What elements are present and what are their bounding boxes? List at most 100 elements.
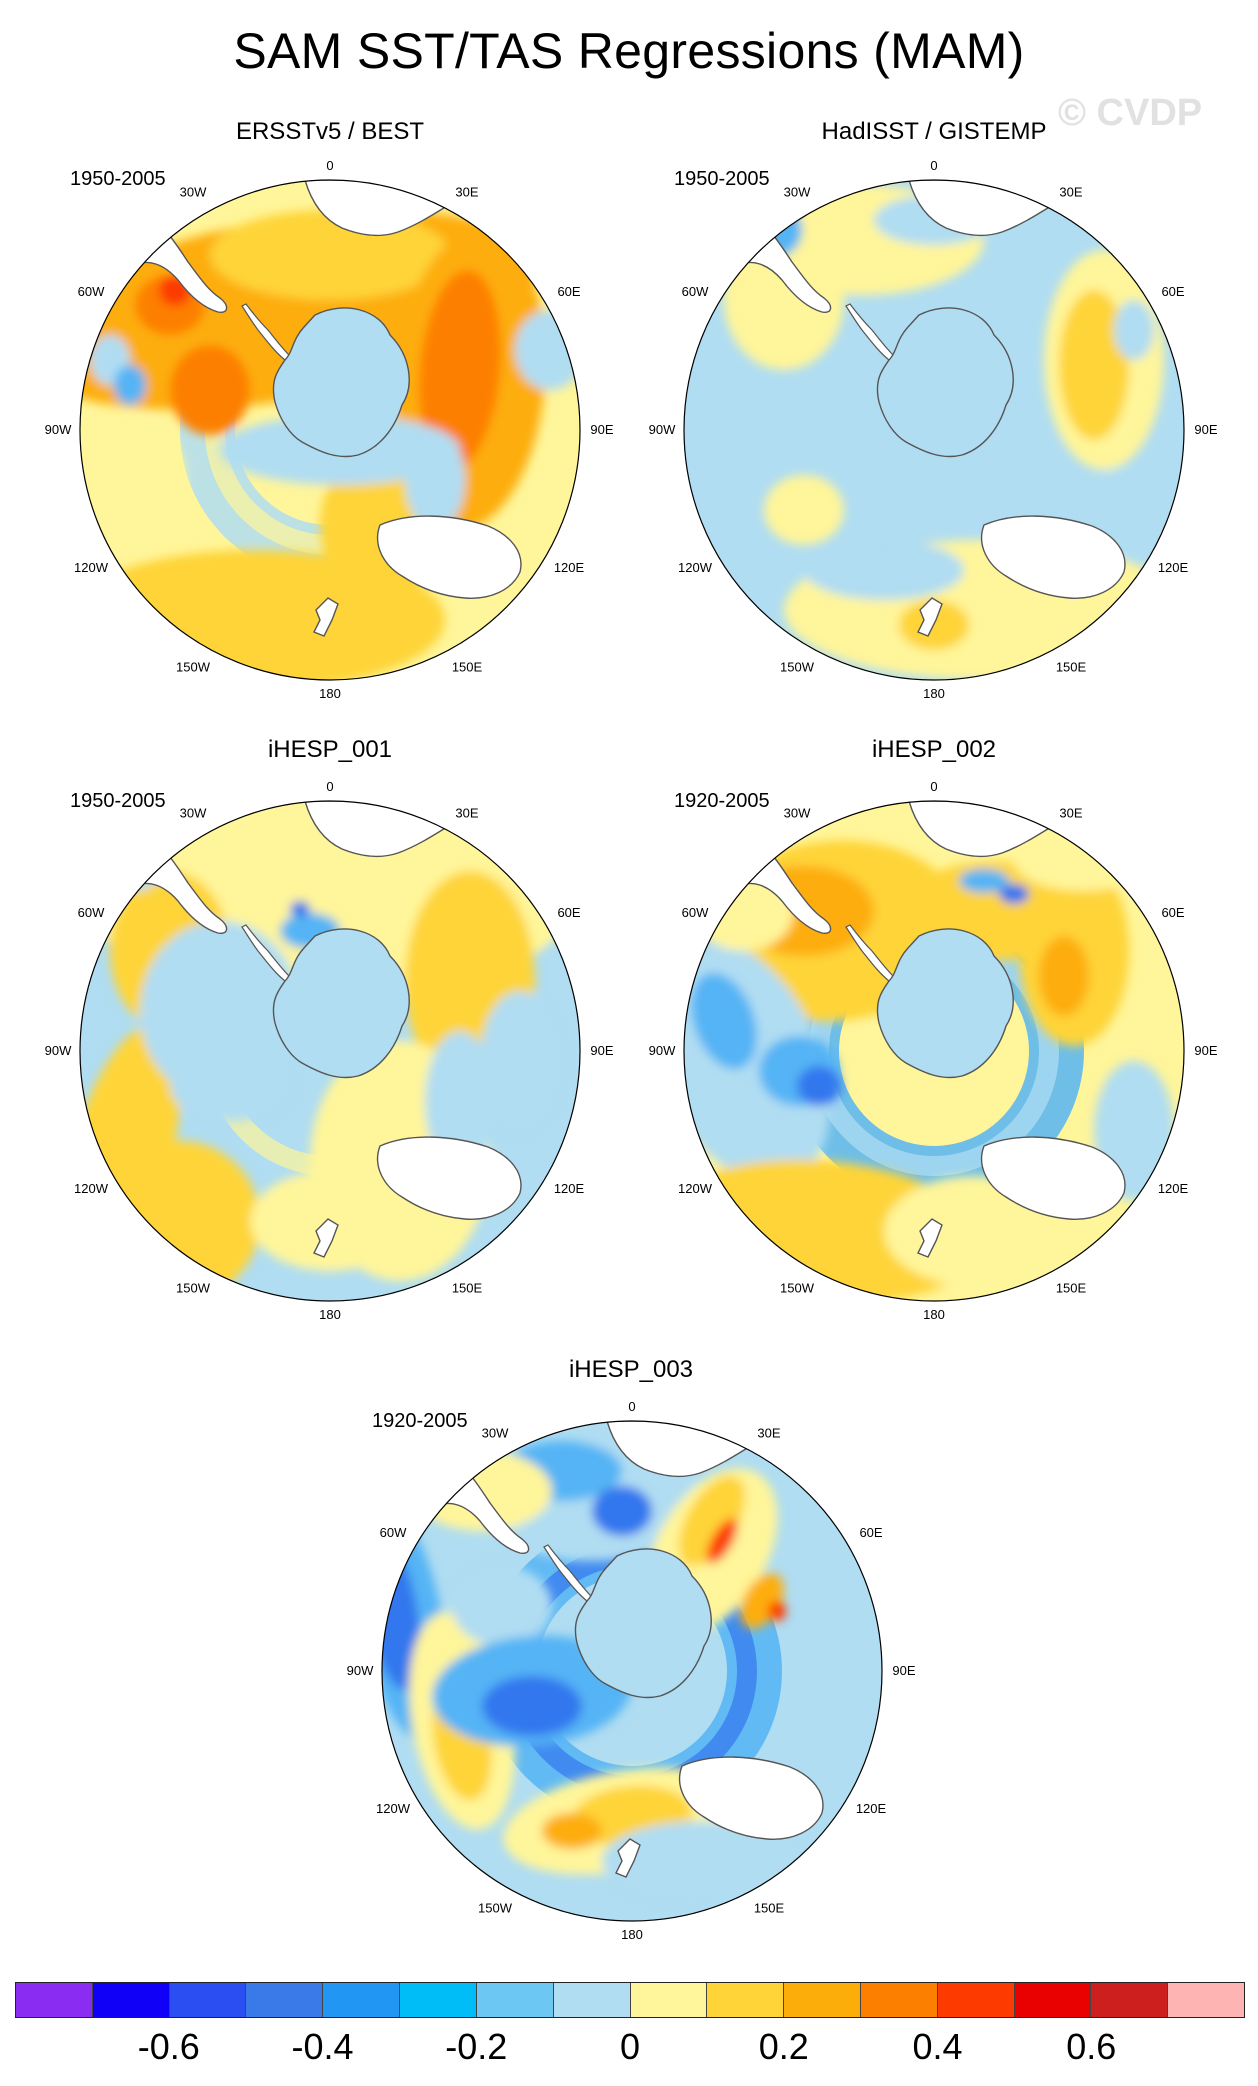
lon-label-e120: 120E: [1158, 1181, 1189, 1196]
colorbar-swatch: [169, 1983, 247, 2017]
lon-label-e30: 30E: [1059, 185, 1082, 200]
lon-label-w150: 150W: [176, 1280, 211, 1295]
lon-label-w30: 30W: [784, 185, 811, 200]
antarctic-peninsula: [543, 1544, 593, 1602]
lon-label-w60: 60W: [682, 905, 709, 920]
lon-label-e120: 120E: [856, 1801, 887, 1816]
anomaly-region: [405, 430, 465, 530]
lon-label-e120: 120E: [554, 1181, 585, 1196]
anomaly-region: [95, 420, 185, 540]
panel-title-p2: HadISST / GISTEMP: [821, 118, 1047, 145]
colorbar-swatch: [1014, 1983, 1092, 2017]
colorbar-swatch: [630, 1983, 708, 2017]
anomaly-region: [1059, 290, 1129, 440]
polar-map-ihesp-001: 0 30E 60E 90E 120E 150E 180 150W 120W 90W 60W 30W: [45, 779, 614, 1322]
colorbar-swatch: [92, 1983, 170, 2017]
lon-label-e60: 60E: [557, 905, 580, 920]
period-p1: 1950-2005: [70, 168, 166, 190]
land-mass: [615, 1838, 641, 1878]
anomaly-region: [764, 475, 844, 545]
period-p2: 1950-2005: [674, 168, 770, 190]
panel-title-p4: iHESP_002: [871, 736, 997, 763]
lon-label-e30: 30E: [1059, 806, 1082, 821]
land-mass: [917, 597, 943, 637]
panel-title-p1: ERSSTv5 / BEST: [235, 118, 425, 145]
lon-label-e30: 30E: [455, 806, 478, 821]
anomaly-region: [804, 540, 964, 600]
lon-label-w90: 90W: [649, 1043, 676, 1058]
lon-label-w30: 30W: [180, 185, 207, 200]
anomaly-region: [592, 1486, 652, 1536]
lon-label-s: 180: [319, 686, 341, 701]
lon-label-e90: 90E: [1194, 1043, 1217, 1058]
antarctic-peninsula: [845, 303, 895, 361]
anomaly-region: [170, 1051, 290, 1121]
anomaly-region: [419, 270, 501, 470]
antarctic-peninsula: [845, 924, 895, 982]
land-mass: [376, 515, 522, 599]
lon-label-w30: 30W: [180, 806, 207, 821]
antarctic-peninsula: [241, 924, 291, 982]
land-mass: [917, 1218, 943, 1258]
lon-label-n: 0: [326, 158, 333, 173]
lon-label-s: 180: [923, 1307, 945, 1322]
antarctica: [876, 307, 1014, 458]
lon-label-s: 180: [319, 1307, 341, 1322]
land-mass: [376, 1136, 522, 1220]
lon-label-w150: 150W: [780, 1280, 815, 1295]
lon-label-w30: 30W: [784, 806, 811, 821]
colorbar-swatch: [860, 1983, 938, 2017]
lon-label-e60: 60E: [557, 284, 580, 299]
colorbar-swatch: [784, 1983, 861, 2017]
anomaly-region: [1014, 831, 1154, 891]
antarctica: [574, 1548, 712, 1699]
colorbar-swatch: [400, 1983, 477, 2017]
anomaly-region: [1039, 936, 1089, 1016]
lon-label-w120: 120W: [74, 560, 109, 575]
lon-label-n: 0: [628, 1399, 635, 1414]
antarctica: [876, 928, 1014, 1079]
polar-map-ersstv5-best: 0 30E 60E 90E 120E 150E 180 150W 120W 90W 60W 30W: [45, 158, 614, 701]
lon-label-w120: 120W: [74, 1181, 109, 1196]
colorbar-swatch: [553, 1983, 631, 2017]
period-p3: 1950-2005: [70, 790, 166, 812]
land-mass: [678, 1756, 824, 1840]
lon-label-w120: 120W: [678, 560, 713, 575]
period-p4: 1920-2005: [674, 790, 770, 812]
panel-title-p5: iHESP_003: [568, 1356, 694, 1383]
lon-label-w150: 150W: [478, 1900, 513, 1915]
map-boundary: [381, 1420, 883, 1922]
colorbar: [15, 1982, 1245, 2018]
polar-map-hadisst-gistemp: 0 30E 60E 90E 120E 150E 180 150W 120W 90W 60W 30W: [649, 158, 1218, 701]
lon-label-e120: 120E: [1158, 560, 1189, 575]
lon-label-w90: 90W: [347, 1663, 374, 1678]
anomaly-region: [482, 1676, 582, 1736]
lon-label-e90: 90E: [1194, 422, 1217, 437]
lon-label-n: 0: [930, 158, 937, 173]
land-mass: [980, 515, 1126, 599]
map-boundary: [683, 179, 1185, 681]
colorbar-swatch: [707, 1983, 785, 2017]
lon-label-e60: 60E: [859, 1525, 882, 1540]
colorbar-swatch: [323, 1983, 401, 2017]
lon-label-n: 0: [930, 779, 937, 794]
colorbar-swatch: [1168, 1983, 1244, 2017]
anomaly-region: [425, 1031, 495, 1171]
colorbar-label: 0: [619, 2026, 641, 2067]
anomaly-region: [768, 1601, 786, 1621]
lon-label-w150: 150W: [176, 659, 211, 674]
anomaly-region: [602, 1821, 802, 1901]
colorbar-swatch: [1091, 1983, 1169, 2017]
lon-label-e150: 150E: [1056, 1280, 1087, 1295]
anomaly-region: [100, 1141, 260, 1301]
lon-label-e60: 60E: [1161, 905, 1184, 920]
anomaly-region: [724, 230, 844, 370]
antarctica: [272, 307, 410, 458]
colorbar-swatch: [937, 1983, 1015, 2017]
colorbar-swatch: [16, 1983, 93, 2017]
lon-label-w30: 30W: [482, 1426, 509, 1441]
anomaly-region: [480, 991, 560, 1131]
anomaly-region: [797, 1066, 841, 1106]
lon-label-w120: 120W: [376, 1801, 411, 1816]
lon-label-e120: 120E: [554, 560, 585, 575]
